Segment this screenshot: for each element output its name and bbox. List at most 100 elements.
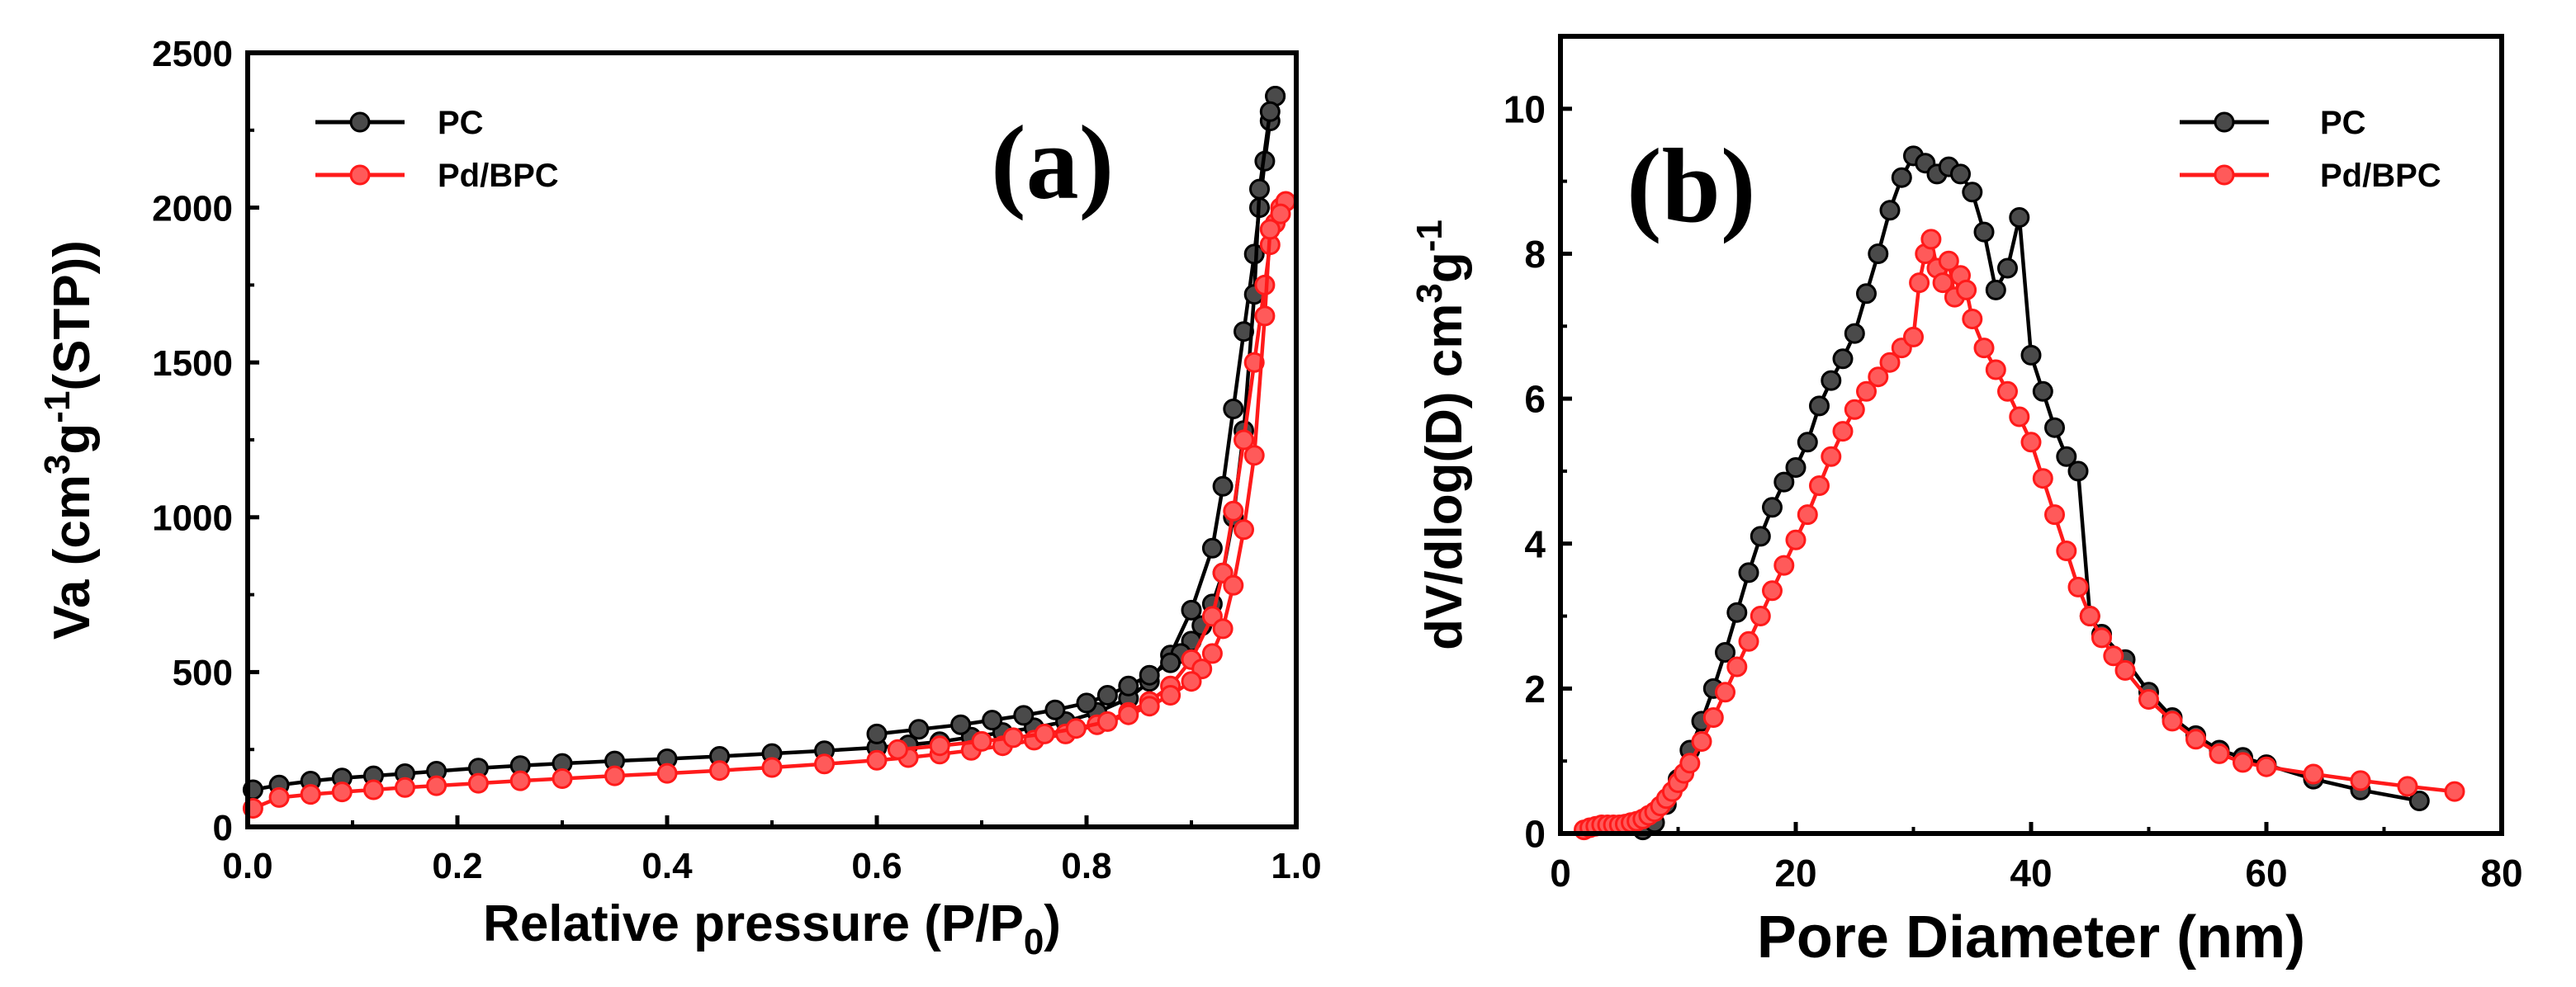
panel-b-series-pdbpc-point — [1956, 279, 1977, 300]
panel-b-series-pdbpc-point — [2056, 541, 2077, 561]
panel-b-series-pdbpc-point — [1879, 352, 1901, 373]
panel-b-letter: (b) — [1627, 127, 1755, 244]
panel-a-series-pdbpc-desorption-point — [1270, 203, 1291, 224]
panel-a-series-pc-desorption-point — [1139, 664, 1160, 686]
panel-b-y-tick-label: 2 — [1524, 668, 1546, 711]
panel-b-series-pdbpc-point — [2444, 781, 2465, 802]
panel-a-series-pc-desorption-point — [866, 723, 888, 744]
panel-b-series-pdbpc-point — [1903, 326, 1924, 347]
panel-b-x-tick-label: 40 — [2010, 852, 2052, 895]
panel-a-legend-label-pc: PC — [438, 105, 484, 141]
panel-b-series-pc-point — [2009, 207, 2030, 228]
panel-a-series-pc-desorption-point — [1118, 675, 1139, 697]
panel-b-series-pdbpc-point — [1973, 338, 1995, 359]
panel-a-x-axis-label: Relative pressure (P/P0) — [483, 895, 1061, 962]
panel-a-series-pdbpc-desorption-point — [1065, 718, 1087, 739]
panel-b-series-pdbpc-point — [2079, 606, 2100, 626]
panel-a-x-tick-label: 0.8 — [1061, 846, 1111, 886]
panel-b-y-tick-label: 6 — [1524, 378, 1546, 421]
panel-a-series-pdbpc-adsorption-point — [761, 757, 783, 778]
panel-b-series-pc-point — [1809, 395, 1830, 417]
panel-b-series-pdbpc-point — [1797, 504, 1818, 526]
panel-a-series-pc-desorption-point — [1096, 685, 1118, 706]
panel-a-series-pdbpc-adsorption-point — [268, 786, 290, 808]
panel-a-series-pdbpc-adsorption-point — [467, 772, 489, 794]
panel-b-series-pdbpc — [1574, 229, 2465, 841]
panel-b-series-pdbpc-point — [1868, 366, 1889, 388]
panel-a-series-pdbpc-desorption-point — [1096, 711, 1118, 732]
panel-b-series-pc-point — [1762, 497, 1783, 518]
panel-b-series-pdbpc-point — [1821, 446, 1842, 467]
panel-b-series-pdbpc-point — [1997, 380, 2018, 402]
panel-b-x-axis-label: Pore Diameter (nm) — [1757, 904, 2305, 970]
panel-b-series-pc-point — [1962, 182, 1983, 203]
panel-a-series-pdbpc-desorption-point — [1243, 445, 1265, 466]
panel-a: 0.0 0.2 0.4 0.6 0.8 1.0 0 500 1000 1500 2000 2500 (… — [37, 34, 1322, 962]
panel-b-y-tick-label: 8 — [1524, 233, 1546, 276]
panel-a-series-pdbpc-desorption-point — [1034, 723, 1055, 744]
panel-b-series-pc-point — [1821, 370, 1842, 391]
panel-a-series-pc-adsorption-point — [1212, 475, 1234, 497]
panel-a-series-pdbpc-desorption-point — [1002, 727, 1024, 749]
panel-a-series-pdbpc-adsorption-point — [300, 784, 321, 805]
panel-b-series-pdbpc-point — [2044, 504, 2065, 526]
panel-a-x-tick-label: 1.0 — [1271, 846, 1321, 886]
panel-a-series-pdbpc-adsorption-point — [866, 749, 888, 771]
panel-b-series-pc-point — [1950, 163, 1971, 185]
panel-a-series-pc-desorption-point — [1044, 699, 1066, 720]
panel-a-legend: PC Pd/BPC — [315, 105, 559, 194]
panel-b-x-tick-label: 0 — [1550, 852, 1571, 895]
panel-b-series-pdbpc-point — [2032, 468, 2053, 489]
panel-a-series-pc-desorption-point — [1013, 705, 1035, 726]
panel-b-series-pc-point — [1997, 257, 2018, 279]
panel-b-series-pdbpc-point — [1750, 606, 1771, 626]
panel-b-series-pc-point — [1832, 348, 1854, 370]
panel-b-series-pc-point — [1985, 279, 2006, 300]
panel-b-series-pdbpc-point — [1738, 630, 1759, 652]
panel-a-series-pdbpc-adsorption-point — [1234, 429, 1254, 451]
panel-a-y-axis-label: Va (cm3g-1(STP)) — [37, 240, 101, 640]
panel-a-series-pdbpc-adsorption-point — [509, 770, 531, 791]
panel-a-series-pdbpc-desorption-point — [1259, 219, 1281, 240]
panel-b-series-pdbpc-point — [2185, 729, 2206, 750]
panel-a-x-tick-label: 0.2 — [432, 846, 482, 886]
panel-b-legend-label-pc: PC — [2320, 105, 2366, 141]
panel-b-series — [1574, 145, 2465, 841]
panel-a-y-tick-label: 2500 — [152, 34, 233, 74]
panel-a-series-pdbpc-adsorption-point — [814, 753, 835, 775]
panel-a-series-pdbpc-adsorption-point — [709, 760, 730, 782]
panel-b-series-pc-point — [1797, 432, 1818, 453]
panel-b-series-pdbpc-point — [2233, 752, 2253, 773]
panel-a-series-pdbpc-adsorption-point — [362, 779, 384, 800]
panel-b-series-pdbpc-point — [1785, 529, 1807, 550]
panel-b-series-pdbpc-point — [2091, 627, 2112, 649]
panel-b-series-pc-point — [1891, 167, 1912, 188]
panel-a-series-pc-desorption-point — [982, 710, 1003, 731]
panel-a-series-pc-adsorption-point — [1223, 399, 1244, 419]
panel-b-series-pc-line — [1641, 153, 2420, 832]
panel-b-series-pdbpc-point — [2350, 770, 2371, 791]
panel-a-series-pdbpc-desorption-point — [887, 739, 908, 760]
panel-a-series-pc-desorption-point — [908, 719, 930, 740]
panel-b-series-pdbpc-point — [2067, 576, 2089, 597]
panel-a-y-tick-label: 1500 — [152, 343, 233, 384]
panel-b-series-pc-point — [2067, 460, 2089, 482]
panel-b-x-tick-label: 60 — [2245, 852, 2287, 895]
panel-a-series-pdbpc-desorption-point — [1181, 671, 1202, 692]
panel-a-legend-label-pdbpc: Pd/BPC — [438, 158, 559, 194]
panel-b-series-pdbpc-point — [1691, 731, 1712, 752]
panel-b: 0 20 40 60 80 0 2 4 6 8 10 (b) PC Pd/BPC Pore Diam… — [1409, 34, 2523, 970]
panel-a-x-tick-label: 0.4 — [642, 846, 693, 886]
panel-a-series-pdbpc-desorption-point — [1212, 618, 1234, 640]
panel-a-series-pc-desorption-point — [1160, 652, 1181, 673]
panel-b-series-pc-point — [2056, 446, 2077, 467]
panel-a-series-pdbpc-adsorption-point — [331, 782, 353, 803]
panel-a-y-tick-label: 500 — [173, 653, 233, 693]
panel-b-series-pc-point — [1879, 200, 1901, 221]
panel-b-series-pc-point — [1785, 457, 1807, 478]
panel-a-x-tick-label: 0.0 — [222, 846, 272, 886]
panel-a-series-pdbpc-desorption — [887, 191, 1296, 760]
panel-a-y-tick-label: 1000 — [152, 498, 233, 539]
panel-a-series-pdbpc-desorption-point — [1118, 704, 1139, 725]
panel-b-series-pc — [1632, 145, 2430, 841]
